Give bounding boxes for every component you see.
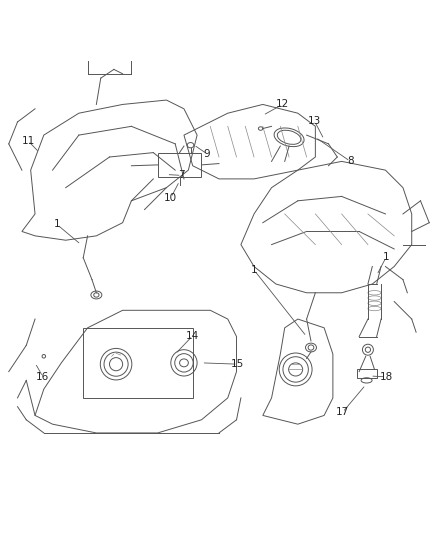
Bar <box>357 369 377 378</box>
Text: 7: 7 <box>178 171 185 180</box>
Text: 17: 17 <box>336 407 349 417</box>
Text: 8: 8 <box>347 156 354 166</box>
Text: 10: 10 <box>164 193 177 203</box>
Bar <box>158 152 201 177</box>
Text: 18: 18 <box>380 372 393 382</box>
Text: 15: 15 <box>231 359 244 369</box>
Text: 1: 1 <box>53 220 60 229</box>
Text: 14: 14 <box>186 330 199 341</box>
Text: 12: 12 <box>276 100 289 109</box>
Text: 1: 1 <box>383 252 390 262</box>
Text: 9: 9 <box>204 149 211 159</box>
Bar <box>83 328 193 398</box>
Text: 13: 13 <box>308 116 321 126</box>
Text: 16: 16 <box>36 372 49 382</box>
Text: 1: 1 <box>251 265 258 275</box>
Text: 11: 11 <box>21 136 35 146</box>
